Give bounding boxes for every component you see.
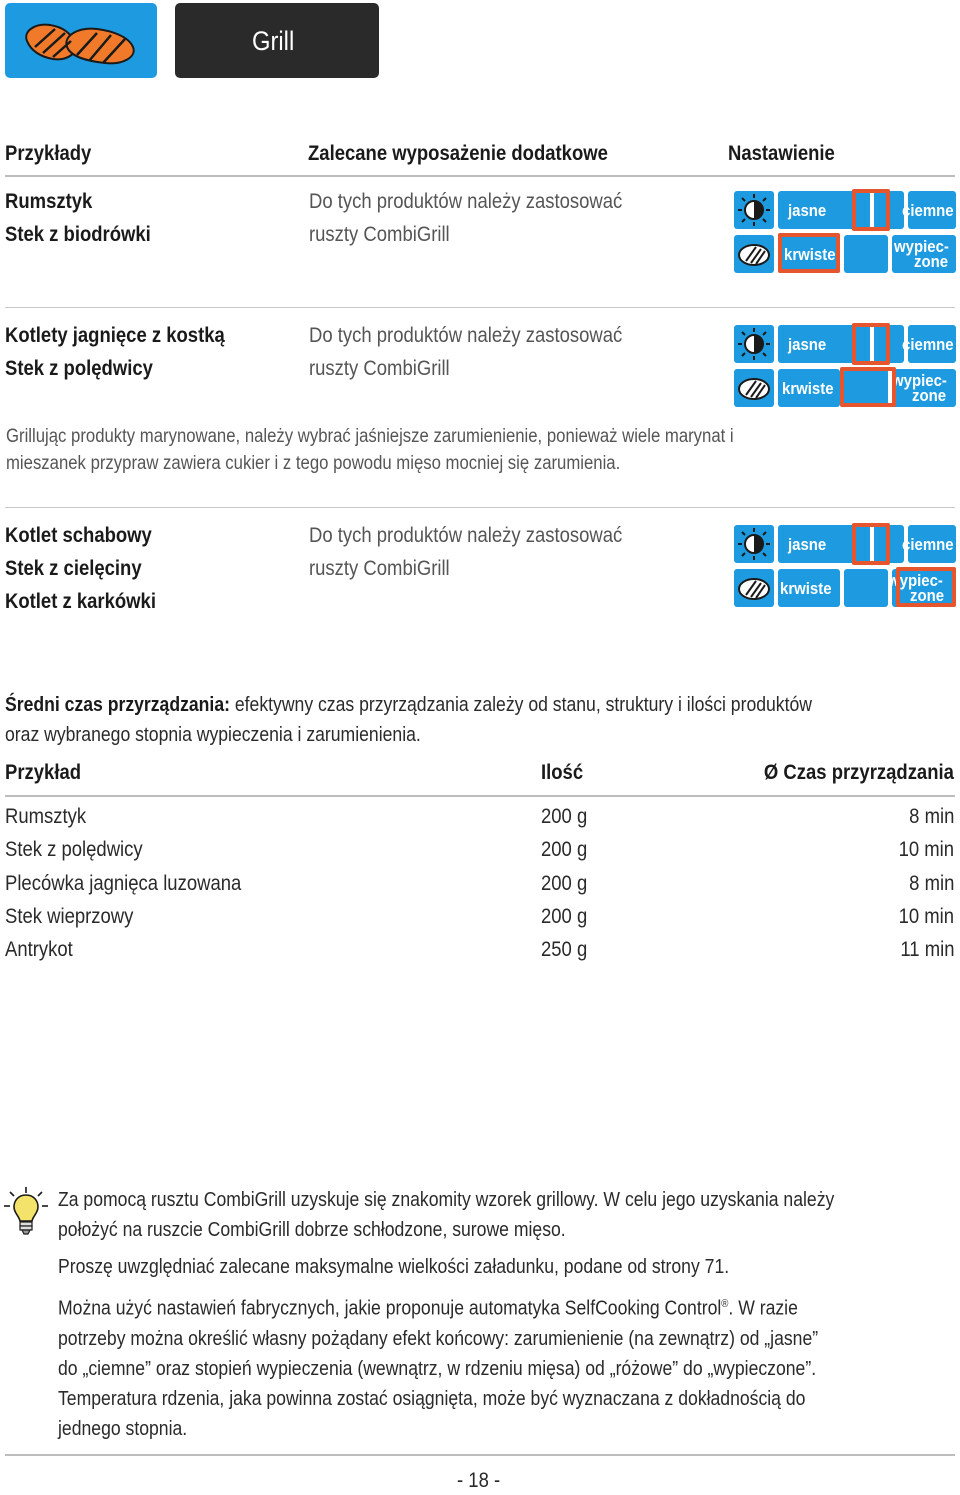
table-cell: Stek z polędwicy (5, 838, 143, 861)
setting-medium (844, 235, 888, 273)
page-number: - 18 - (457, 1469, 501, 1492)
setting-rare: krwiste (778, 235, 840, 273)
cooking-time-info: Średni czas przyrządzania: efektywny cza… (5, 690, 922, 750)
tip-line: Proszę uwzględniać zalecane maksymalne w… (58, 1256, 730, 1278)
setting-dark: ciemne (902, 525, 956, 563)
equipment-line: Do tych produktów należy zastosować (309, 324, 623, 347)
selected-doneness-marker (896, 567, 956, 607)
example-group-3: Kotlet schabowy Stek z cielęciny Kotlet … (5, 519, 177, 618)
table-cell: 200 g (541, 838, 588, 861)
tip-line: potrzeby można określić własny pożądany … (58, 1327, 819, 1350)
tip-line: położyć na ruszcie CombiGrill dobrze sch… (58, 1219, 566, 1241)
note-line: mieszanek przypraw zawiera cukier i z te… (6, 453, 621, 474)
divider (5, 175, 955, 177)
selected-browning-marker (852, 189, 890, 231)
divider (5, 507, 955, 508)
table-cell: Antrykot (5, 938, 73, 961)
selected-doneness-marker (778, 233, 840, 273)
cooking-time-text: efektywny czas przyrządzania zależy od s… (229, 694, 813, 716)
setting-dark: ciemne (902, 325, 956, 363)
equipment-text-3: Do tych produktów należy zastosować rusz… (309, 519, 665, 585)
tip-line: Temperatura rdzenia, jaka powinna zostać… (58, 1387, 806, 1410)
equipment-line: Do tych produktów należy zastosować (309, 524, 623, 547)
doneness-icon (734, 235, 774, 273)
setting-rare: krwiste (778, 369, 840, 407)
category-icon-box (5, 3, 157, 78)
selected-browning-marker (852, 523, 890, 565)
equipment-line: Do tych produktów należy zastosować (309, 190, 623, 213)
equipment-line: ruszty CombiGrill (309, 223, 450, 246)
example-item: Kotlet z karkówki (5, 590, 156, 613)
equipment-line: ruszty CombiGrill (309, 357, 450, 380)
table-cell: 200 g (541, 905, 588, 928)
table-cell: Rumsztyk (5, 805, 87, 828)
setting-rare: krwiste (778, 569, 840, 607)
example-item: Stek z biodrówki (5, 223, 151, 246)
example-group-2: Kotlety jagnięce z kostką Stek z polędwi… (5, 319, 255, 385)
doneness-icon (734, 569, 774, 607)
setting-dark: ciemne (902, 191, 956, 229)
column-header-equipment: Zalecane wyposażenie dodatkowe (308, 142, 608, 165)
table-cell: 8 min (908, 872, 954, 895)
example-group-1: Rumsztyk Stek z biodrówki (5, 185, 171, 251)
cooking-time-label: Średni czas przyrządzania: (5, 694, 230, 716)
setting-well-done: wypiec- zone (892, 235, 956, 273)
table-cell: Stek wieprzowy (5, 905, 134, 928)
browning-icon (734, 191, 774, 229)
settings-panel-2: jasne ciemne krwiste wypiec- zone (734, 323, 956, 407)
selected-doneness-marker (840, 367, 896, 407)
grilled-steak-icon (25, 23, 135, 65)
tip-line: Za pomocą rusztu CombiGrill uzyskuje się… (58, 1189, 835, 1211)
cooking-time-text: oraz wybranego stopnia wypieczenia i zar… (5, 724, 421, 746)
tip-line: jednego stopnia. (58, 1417, 188, 1440)
title-box (175, 3, 379, 78)
divider (5, 307, 955, 308)
table-cell: 10 min (898, 838, 954, 861)
browning-icon (734, 525, 774, 563)
table-cell: 8 min (908, 805, 954, 828)
selected-browning-marker (852, 323, 890, 365)
table-cell: 10 min (898, 905, 954, 928)
equipment-text-2: Do tych produktów należy zastosować rusz… (309, 319, 665, 385)
table-cell: 250 g (541, 938, 588, 961)
settings-panel-3: jasne ciemne krwiste wypiec- zone (734, 523, 956, 607)
settings-panel-1: jasne ciemne krwiste wypiec- zone (734, 189, 956, 273)
table-cell: Plecówka jagnięca luzowana (5, 872, 242, 895)
table-cell: 200 g (541, 805, 588, 828)
tip-line: do „ciemne” oraz stopień wypieczenia (we… (58, 1357, 817, 1380)
tips-block: Za pomocą rusztu CombiGrill uzyskuje się… (58, 1185, 940, 1444)
doneness-icon (734, 369, 774, 407)
equipment-line: ruszty CombiGrill (309, 557, 450, 580)
divider (5, 795, 955, 797)
column-header-examples: Przykłady (5, 142, 92, 165)
table-header-example: Przykład (5, 761, 82, 784)
example-item: Stek z polędwicy (5, 357, 153, 380)
table-cell: 200 g (541, 872, 588, 895)
divider (5, 1454, 955, 1456)
table-header-quantity: Ilość (541, 761, 584, 784)
tip-line: Można użyć nastawień fabrycznych, jakie … (58, 1297, 798, 1320)
setting-medium (844, 569, 888, 607)
equipment-text-1: Do tych produktów należy zastosować rusz… (309, 185, 665, 251)
column-header-settings: Nastawienie (728, 142, 835, 165)
example-item: Stek z cielęciny (5, 557, 142, 580)
setting-medium (844, 369, 888, 407)
example-item: Kotlety jagnięce z kostką (5, 324, 225, 347)
lightbulb-icon (4, 1186, 48, 1241)
note-line: Grillując produkty marynowane, należy wy… (6, 426, 734, 447)
setting-well-done: wypiec- zone (892, 369, 956, 407)
marinade-note: Grillując produkty marynowane, należy wy… (6, 423, 833, 477)
browning-icon (734, 325, 774, 363)
table-cell: 11 min (899, 938, 954, 961)
setting-well-done: wypiec- zone (888, 569, 956, 607)
example-item: Rumsztyk (5, 190, 93, 213)
example-item: Kotlet schabowy (5, 524, 152, 547)
table-header-time: Ø Czas przyrządzania (764, 761, 954, 784)
page-title: Grill (252, 26, 295, 56)
